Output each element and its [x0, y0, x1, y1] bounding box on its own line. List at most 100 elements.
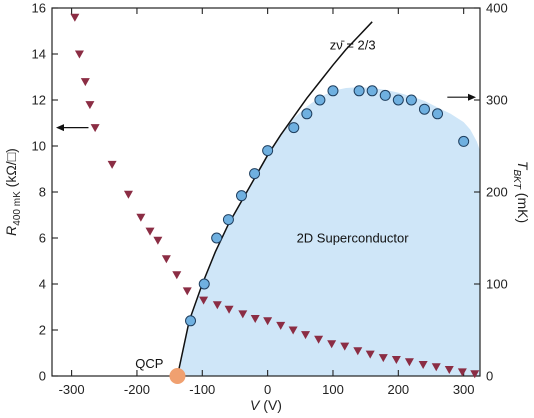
tbkt-point	[314, 94, 326, 106]
tbkt-point	[185, 315, 197, 327]
x-tick-label: -100	[189, 382, 215, 397]
tbkt-point	[249, 168, 261, 180]
resistance-point	[470, 370, 480, 379]
left-y-tick-label: 16	[32, 1, 46, 16]
left-y-label-unit: (kΩ/□)	[3, 148, 19, 191]
resistance-point	[182, 287, 192, 296]
resistance-point	[276, 321, 286, 330]
resistance-point	[288, 326, 298, 335]
tbkt-series	[185, 85, 470, 327]
left-y-axis-label: R400 mK (kΩ/□)	[3, 148, 23, 236]
right-y-label-var: T	[515, 161, 531, 171]
resistance-point	[136, 213, 146, 222]
resistance-point	[250, 315, 260, 323]
right-y-tick-label: 0	[486, 369, 493, 384]
resistance-point	[172, 271, 182, 280]
resistance-point	[153, 236, 163, 245]
resistance-point	[263, 317, 273, 326]
resistance-point	[444, 366, 454, 375]
x-axis-label-var: V	[250, 397, 261, 413]
right-y-label-sub: BKT	[511, 169, 522, 189]
left-y-label-sub: 400 mK	[12, 191, 23, 226]
resistance-point	[340, 342, 350, 351]
right-y-label-unit: (mK)	[515, 189, 531, 223]
resistance-point	[353, 347, 363, 356]
tbkt-point	[458, 135, 470, 147]
qcp-label: QCP	[135, 356, 163, 371]
resistance-point	[145, 227, 155, 236]
left-y-label-var: R	[3, 226, 19, 236]
resistance-point	[378, 354, 388, 363]
fit-curve	[176, 21, 373, 377]
right-y-tick-label: 300	[486, 93, 508, 108]
tbkt-point	[405, 94, 417, 106]
resistance-point	[85, 101, 95, 110]
right-y-tick-label: 200	[486, 185, 508, 200]
resistance-point	[301, 331, 311, 340]
resistance-point	[365, 350, 375, 359]
superconductor-region-layer	[177, 87, 481, 377]
resistance-point	[70, 13, 80, 22]
resistance-point	[224, 305, 234, 314]
resistance-point	[431, 363, 441, 372]
tbkt-point	[301, 108, 313, 120]
left-y-tick-label: 4	[39, 277, 46, 292]
left-y-tick-label: 8	[39, 185, 46, 200]
resistance-point	[457, 368, 467, 377]
left-y-tick-label: 0	[39, 369, 46, 384]
left-y-tick-label: 14	[32, 47, 46, 62]
tbkt-point	[222, 214, 234, 226]
tbkt-point	[262, 145, 274, 157]
annotation-layer: QCP zν̄ = 2/3 2D Superconductor	[56, 37, 476, 384]
resistance-point	[107, 160, 117, 169]
resistance-point	[404, 358, 414, 367]
resistance-point	[161, 255, 171, 264]
tbkt-point	[418, 103, 430, 115]
x-axis-label: V (V)	[250, 397, 282, 413]
left-y-tick-label: 10	[32, 139, 46, 154]
resistance-point	[238, 310, 248, 319]
tbkt-point	[198, 278, 210, 290]
resistance-point	[391, 355, 401, 364]
tbkt-point	[353, 85, 365, 97]
tbkt-point	[366, 85, 378, 97]
tbkt-point	[327, 85, 339, 97]
left-arrow-head	[56, 124, 64, 132]
right-y-axis-label: TBKT (mK)	[511, 161, 531, 223]
fit-label: zν̄ = 2/3	[330, 37, 376, 52]
fit-curve-layer	[176, 21, 373, 377]
resistance-point	[74, 50, 84, 59]
axis-labels: V (V) R400 mK (kΩ/□) TBKT (mK)	[3, 148, 531, 413]
x-tick-label: 0	[264, 382, 271, 397]
superconductor-region	[177, 87, 481, 377]
left-y-tick-label: 6	[39, 231, 46, 246]
tbkt-point	[288, 122, 300, 134]
right-y-tick-label: 400	[486, 1, 508, 16]
resistance-point	[90, 124, 100, 133]
left-y-tick-label: 2	[39, 323, 46, 338]
resistance-point	[199, 296, 209, 305]
x-tick-label: -300	[59, 382, 85, 397]
qcp-marker	[169, 368, 186, 384]
tbkt-point	[379, 89, 391, 101]
tick-labels: -300 -200 -100 0 100 200 300 0 2 4 6 8 10 12 14 16 0 100 2…	[32, 1, 508, 398]
tbkt-point	[432, 108, 444, 120]
resistance-point	[327, 340, 337, 349]
resistance-point	[314, 335, 324, 344]
x-tick-label: 300	[453, 382, 475, 397]
x-tick-label: 200	[387, 382, 409, 397]
resistance-point	[80, 78, 90, 87]
tbkt-point	[392, 94, 404, 106]
resistance-point	[418, 361, 428, 369]
plot-frame	[51, 7, 481, 377]
x-tick-label: 100	[322, 382, 344, 397]
region-label: 2D Superconductor	[297, 231, 410, 246]
x-tick-label: -200	[124, 382, 150, 397]
right-y-tick-label: 100	[486, 277, 508, 292]
tbkt-point	[211, 232, 223, 244]
resistance-point	[123, 190, 133, 199]
x-axis-label-unit: (V)	[259, 397, 282, 413]
resistance-point	[212, 301, 222, 310]
right-arrow-head	[468, 93, 476, 101]
